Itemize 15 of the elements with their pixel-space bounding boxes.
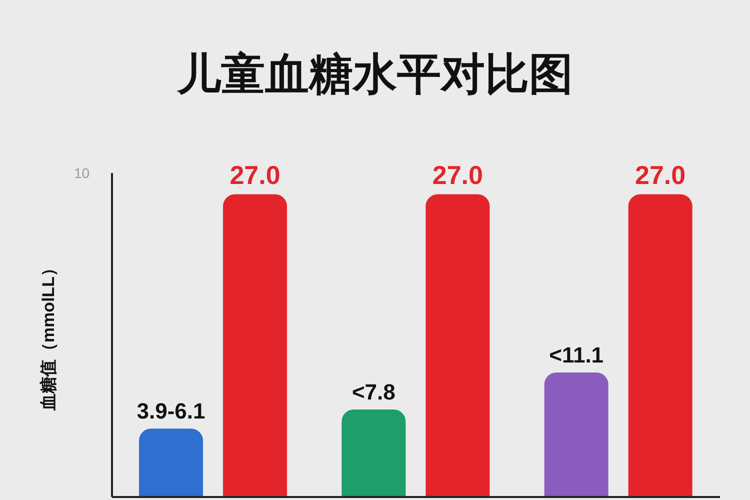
y-axis-title: 血糖值（mmolLL） bbox=[39, 259, 58, 412]
bar bbox=[426, 194, 490, 497]
chart-title: 儿童血糖水平对比图 bbox=[176, 49, 574, 101]
data-label: 27.0 bbox=[635, 160, 686, 190]
bar bbox=[342, 410, 406, 497]
bar bbox=[139, 428, 203, 497]
bar bbox=[628, 194, 692, 497]
bar bbox=[544, 372, 608, 497]
data-label: 27.0 bbox=[432, 160, 483, 190]
bar bbox=[223, 194, 287, 497]
data-label: 27.0 bbox=[230, 160, 280, 190]
data-label: <11.1 bbox=[549, 342, 604, 368]
data-label: 3.9-6.1 bbox=[136, 398, 206, 424]
data-label: <7.8 bbox=[352, 380, 396, 405]
text: 10 bbox=[74, 165, 90, 181]
